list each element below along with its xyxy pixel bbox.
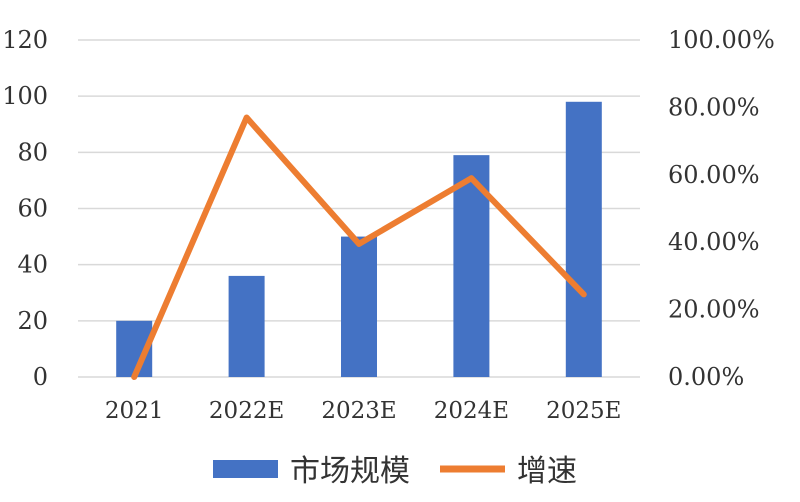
x-tick-label: 2022E — [209, 398, 284, 424]
x-axis-ticks: 2021 2022E 2023E 2024E 2025E — [105, 398, 622, 424]
right-tick-label: 0.00% — [668, 363, 744, 391]
bar — [228, 275, 265, 377]
left-tick-label: 60 — [17, 195, 48, 223]
right-axis-ticks: 0.00% 20.00% 40.00% 60.00% 80.00% 100.00% — [668, 26, 775, 391]
bar-series — [116, 101, 602, 378]
left-axis-ticks: 0 20 40 60 80 100 120 — [2, 26, 48, 391]
x-tick-label: 2024E — [434, 398, 509, 424]
line-series — [131, 114, 587, 380]
left-tick-label: 120 — [2, 26, 48, 54]
x-tick-label: 2025E — [546, 398, 621, 424]
x-tick-label: 2023E — [321, 398, 396, 424]
x-tick-label: 2021 — [105, 398, 164, 424]
bar — [565, 101, 602, 378]
legend: 市场规模 增速 — [213, 454, 577, 489]
right-tick-label: 60.00% — [668, 161, 760, 189]
left-tick-label: 40 — [17, 251, 48, 279]
legend-label-line: 增速 — [517, 454, 577, 489]
right-tick-label: 20.00% — [668, 296, 760, 324]
left-tick-label: 80 — [17, 138, 48, 166]
left-tick-label: 20 — [17, 307, 48, 335]
left-tick-label: 100 — [2, 82, 48, 110]
legend-swatch-bar — [213, 460, 278, 478]
bar — [341, 236, 377, 377]
right-tick-label: 100.00% — [668, 26, 775, 54]
right-tick-label: 80.00% — [668, 93, 760, 121]
left-tick-label: 0 — [33, 363, 48, 391]
right-tick-label: 40.00% — [668, 228, 760, 256]
legend-label-bar: 市场规模 — [290, 454, 410, 489]
